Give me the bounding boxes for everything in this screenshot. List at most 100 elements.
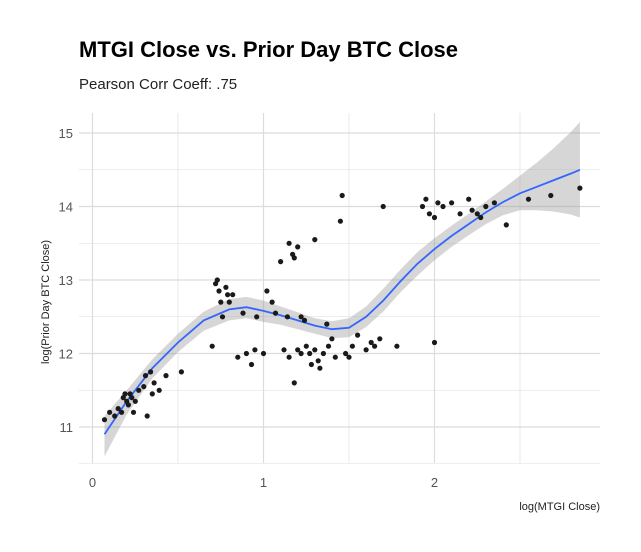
data-point xyxy=(243,350,249,357)
data-point xyxy=(264,288,270,294)
y-tick-label: 11 xyxy=(60,420,74,435)
data-point xyxy=(355,332,361,338)
data-point xyxy=(548,192,554,199)
data-point xyxy=(317,365,323,371)
data-point xyxy=(431,339,438,346)
data-point xyxy=(281,347,287,353)
data-point xyxy=(115,406,121,412)
data-point xyxy=(315,358,321,364)
data-point xyxy=(286,354,292,360)
smooth-trend-line xyxy=(103,168,581,435)
data-point xyxy=(478,214,484,221)
data-point xyxy=(132,398,138,404)
data-point xyxy=(209,343,215,349)
data-point xyxy=(466,196,472,202)
data-point xyxy=(216,288,222,294)
data-point xyxy=(151,380,157,386)
data-point xyxy=(372,343,378,349)
data-point xyxy=(254,314,260,320)
data-point xyxy=(503,222,509,228)
data-point xyxy=(214,277,220,283)
data-point xyxy=(295,347,301,353)
y-axis-label: log(Prior Day BTC Close) xyxy=(40,240,52,364)
y-tick-label: 14 xyxy=(59,200,73,215)
x-tick-label: 2 xyxy=(431,475,438,490)
data-point xyxy=(129,395,135,401)
confidence-band-layer xyxy=(104,122,580,457)
x-axis-label: log(MTGI Close) xyxy=(519,501,600,513)
data-point xyxy=(149,391,155,397)
data-point xyxy=(284,314,290,320)
data-point xyxy=(240,310,246,316)
data-point xyxy=(235,354,241,360)
data-point xyxy=(219,314,226,320)
data-point xyxy=(178,369,184,375)
data-point xyxy=(119,409,125,415)
chart-subtitle: Pearson Corr Coeff: .75 xyxy=(79,76,237,93)
data-point xyxy=(332,354,338,360)
data-point xyxy=(423,196,429,202)
data-point xyxy=(301,317,308,323)
data-point xyxy=(431,214,438,221)
data-point xyxy=(272,310,279,316)
data-point xyxy=(291,255,297,261)
data-point xyxy=(368,339,374,346)
data-point xyxy=(440,203,446,210)
data-point xyxy=(269,299,275,305)
y-tick-label: 15 xyxy=(59,126,73,141)
confidence-band xyxy=(104,122,580,457)
data-point xyxy=(525,196,532,202)
data-point xyxy=(474,211,480,217)
data-point xyxy=(248,361,255,368)
data-point xyxy=(101,417,108,423)
data-point xyxy=(312,237,318,243)
data-point xyxy=(136,387,142,393)
data-point xyxy=(163,373,169,379)
data-point xyxy=(260,350,267,357)
data-point xyxy=(122,391,128,397)
grid-layer xyxy=(79,113,600,465)
data-point xyxy=(252,347,258,353)
data-point xyxy=(298,314,304,320)
chart-title: MTGI Close vs. Prior Day BTC Close xyxy=(79,37,458,62)
data-point xyxy=(218,299,224,305)
data-point xyxy=(308,361,314,368)
data-point xyxy=(312,347,318,353)
data-point xyxy=(223,284,229,290)
data-point xyxy=(144,413,150,419)
data-point xyxy=(125,402,131,408)
x-tick-label: 1 xyxy=(260,475,267,490)
data-point xyxy=(435,200,441,206)
data-point xyxy=(226,299,232,305)
smooth-line-layer xyxy=(103,168,581,435)
data-point xyxy=(449,200,455,206)
x-tick-label: 0 xyxy=(89,475,96,490)
data-point xyxy=(325,343,332,349)
data-point xyxy=(295,244,301,250)
data-point xyxy=(419,203,426,210)
data-point xyxy=(337,218,343,224)
data-point xyxy=(303,343,309,349)
data-point xyxy=(457,211,463,217)
data-point xyxy=(112,413,118,419)
data-point xyxy=(230,292,236,298)
data-point xyxy=(577,185,583,191)
data-point xyxy=(148,369,154,375)
data-point xyxy=(324,321,330,327)
data-point xyxy=(142,373,149,379)
data-point xyxy=(107,409,113,415)
data-point xyxy=(363,347,369,353)
data-point xyxy=(278,259,284,265)
data-point xyxy=(329,336,335,342)
data-point xyxy=(130,409,137,415)
data-point xyxy=(156,387,162,393)
data-point xyxy=(491,200,497,206)
data-point xyxy=(377,336,383,342)
y-tick-label: 12 xyxy=(59,347,73,362)
data-point xyxy=(320,350,326,357)
data-point xyxy=(349,343,355,349)
data-point xyxy=(380,203,386,210)
data-point xyxy=(286,240,292,246)
data-point xyxy=(225,292,231,298)
